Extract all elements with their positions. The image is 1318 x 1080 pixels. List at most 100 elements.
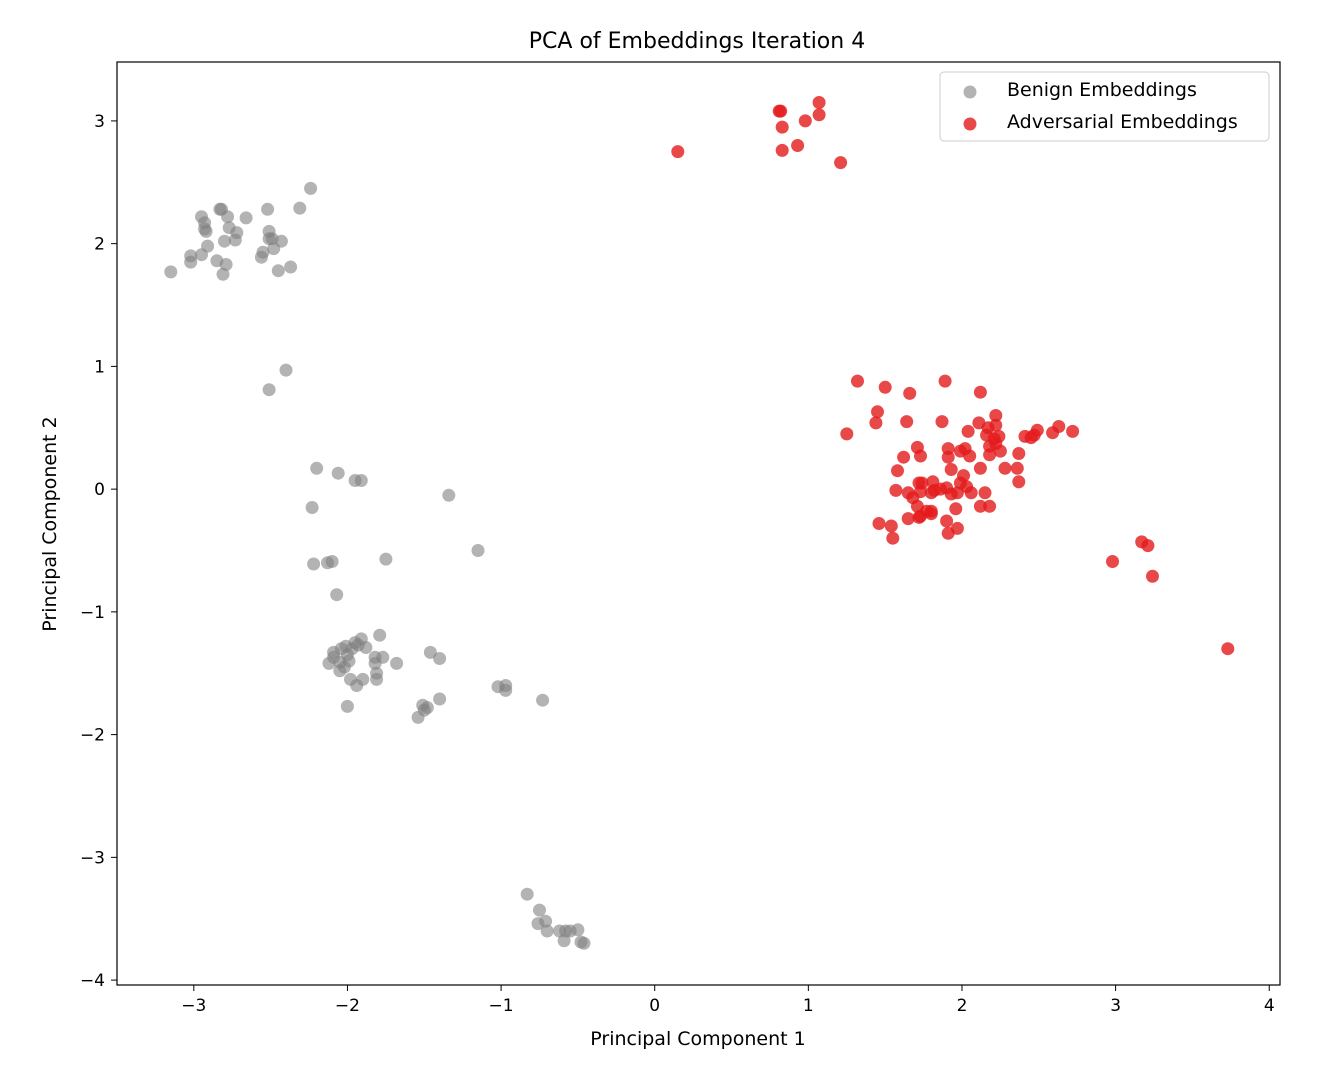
data-point-adversarial (944, 463, 958, 476)
data-point-adversarial (775, 143, 789, 157)
data-point-benign (221, 210, 235, 224)
data-point-benign (379, 552, 393, 566)
x-axis-label: Principal Component 1 (590, 1028, 805, 1050)
data-point-adversarial (914, 449, 927, 463)
data-point-benign (261, 202, 275, 216)
y-axis-label: Principal Component 2 (39, 416, 61, 631)
data-point-benign (390, 656, 404, 670)
data-point-benign (310, 461, 324, 475)
data-point-adversarial (1221, 642, 1235, 656)
data-point-benign (164, 265, 178, 279)
data-point-benign (520, 887, 534, 901)
x-tick-label: 2 (957, 996, 968, 1016)
data-point-benign (340, 699, 354, 713)
data-point-adversarial (1106, 555, 1119, 568)
data-point-adversarial (812, 96, 826, 109)
data-point-adversarial (993, 444, 1007, 458)
x-tick-label: −3 (181, 996, 206, 1016)
y-tick-label: −1 (80, 603, 105, 623)
data-point-benign (330, 588, 344, 602)
data-point-adversarial (973, 385, 987, 399)
data-point-benign (239, 211, 253, 225)
data-point-benign (304, 181, 318, 195)
data-point-benign (433, 692, 447, 706)
x-tick-label: −2 (335, 996, 360, 1016)
data-point-adversarial (978, 486, 992, 500)
data-point-adversarial (973, 499, 987, 513)
data-point-adversarial (901, 512, 915, 526)
data-point-benign (557, 934, 571, 948)
data-point-adversarial (924, 504, 938, 518)
data-point-adversarial (983, 499, 997, 513)
data-point-benign (305, 501, 319, 514)
data-point-adversarial (964, 486, 978, 500)
y-tick-label: 2 (94, 235, 105, 255)
y-tick-label: 0 (94, 480, 105, 500)
data-point-benign (199, 224, 213, 238)
data-point-adversarial (851, 374, 864, 388)
data-point-benign (307, 557, 321, 571)
data-point-adversarial (903, 386, 917, 400)
data-point-adversarial (840, 427, 854, 441)
data-point-adversarial (963, 449, 977, 463)
data-point-adversarial (871, 405, 884, 419)
data-point-benign (442, 488, 456, 502)
chart-title: PCA of Embeddings Iteration 4 (529, 29, 865, 54)
data-point-benign (219, 258, 233, 271)
data-point-benign (284, 260, 298, 274)
x-tick-label: 4 (1264, 996, 1275, 1016)
data-point-adversarial (1146, 569, 1159, 583)
data-point-adversarial (774, 104, 788, 118)
data-point-benign (571, 923, 585, 937)
data-point-adversarial (1066, 424, 1080, 438)
data-point-benign (370, 672, 384, 686)
legend-box (939, 71, 1270, 142)
x-tick-label: 1 (803, 996, 814, 1016)
y-axis-ticks: −4 −3 −2 −1 0 1 2 3 (80, 112, 117, 991)
data-point-adversarial (884, 519, 898, 533)
data-point-adversarial (812, 108, 826, 122)
data-point-adversarial (798, 114, 812, 128)
data-point-adversarial (1012, 475, 1026, 489)
data-point-adversarial (914, 509, 927, 523)
data-point-benign (471, 544, 485, 557)
data-point-benign (271, 264, 285, 278)
legend: Benign Embeddings Adversarial Embeddings (939, 71, 1270, 142)
data-point-adversarial (889, 483, 903, 497)
data-point-benign (533, 903, 546, 917)
data-point-benign (184, 249, 198, 263)
data-point-adversarial (872, 517, 886, 530)
data-point-benign (536, 693, 550, 707)
data-point-adversarial (961, 424, 975, 438)
data-point-adversarial (935, 415, 949, 429)
data-point-adversarial (998, 461, 1012, 475)
plot-area (117, 62, 1280, 985)
data-point-adversarial (973, 461, 987, 475)
x-tick-label: −1 (489, 996, 514, 1016)
data-point-benign (433, 652, 447, 665)
data-point-benign (577, 936, 591, 950)
data-point-adversarial (1141, 539, 1155, 553)
data-point-benign (293, 201, 307, 215)
plot-frame (116, 61, 1281, 986)
legend-label-benign: Benign Embeddings (1007, 79, 1197, 101)
data-point-adversarial (791, 139, 805, 152)
data-point-adversarial (989, 409, 1003, 422)
data-point-benign (201, 239, 215, 253)
data-point-benign (256, 245, 270, 259)
x-axis-ticks: −3 −2 −1 0 1 2 3 4 (181, 985, 1275, 1016)
data-point-benign (354, 474, 368, 487)
data-point-benign (342, 654, 356, 668)
data-point-benign (230, 226, 244, 240)
data-point-adversarial (1010, 461, 1024, 475)
data-point-adversarial (775, 120, 789, 134)
data-point-benign (540, 924, 554, 938)
data-point-benign (279, 363, 293, 377)
data-point-adversarial (1024, 431, 1038, 445)
data-point-adversarial (938, 374, 952, 388)
data-point-adversarial (897, 450, 911, 464)
data-point-benign (499, 679, 513, 692)
y-tick-label: 3 (94, 112, 105, 132)
data-point-adversarial (989, 418, 1003, 432)
